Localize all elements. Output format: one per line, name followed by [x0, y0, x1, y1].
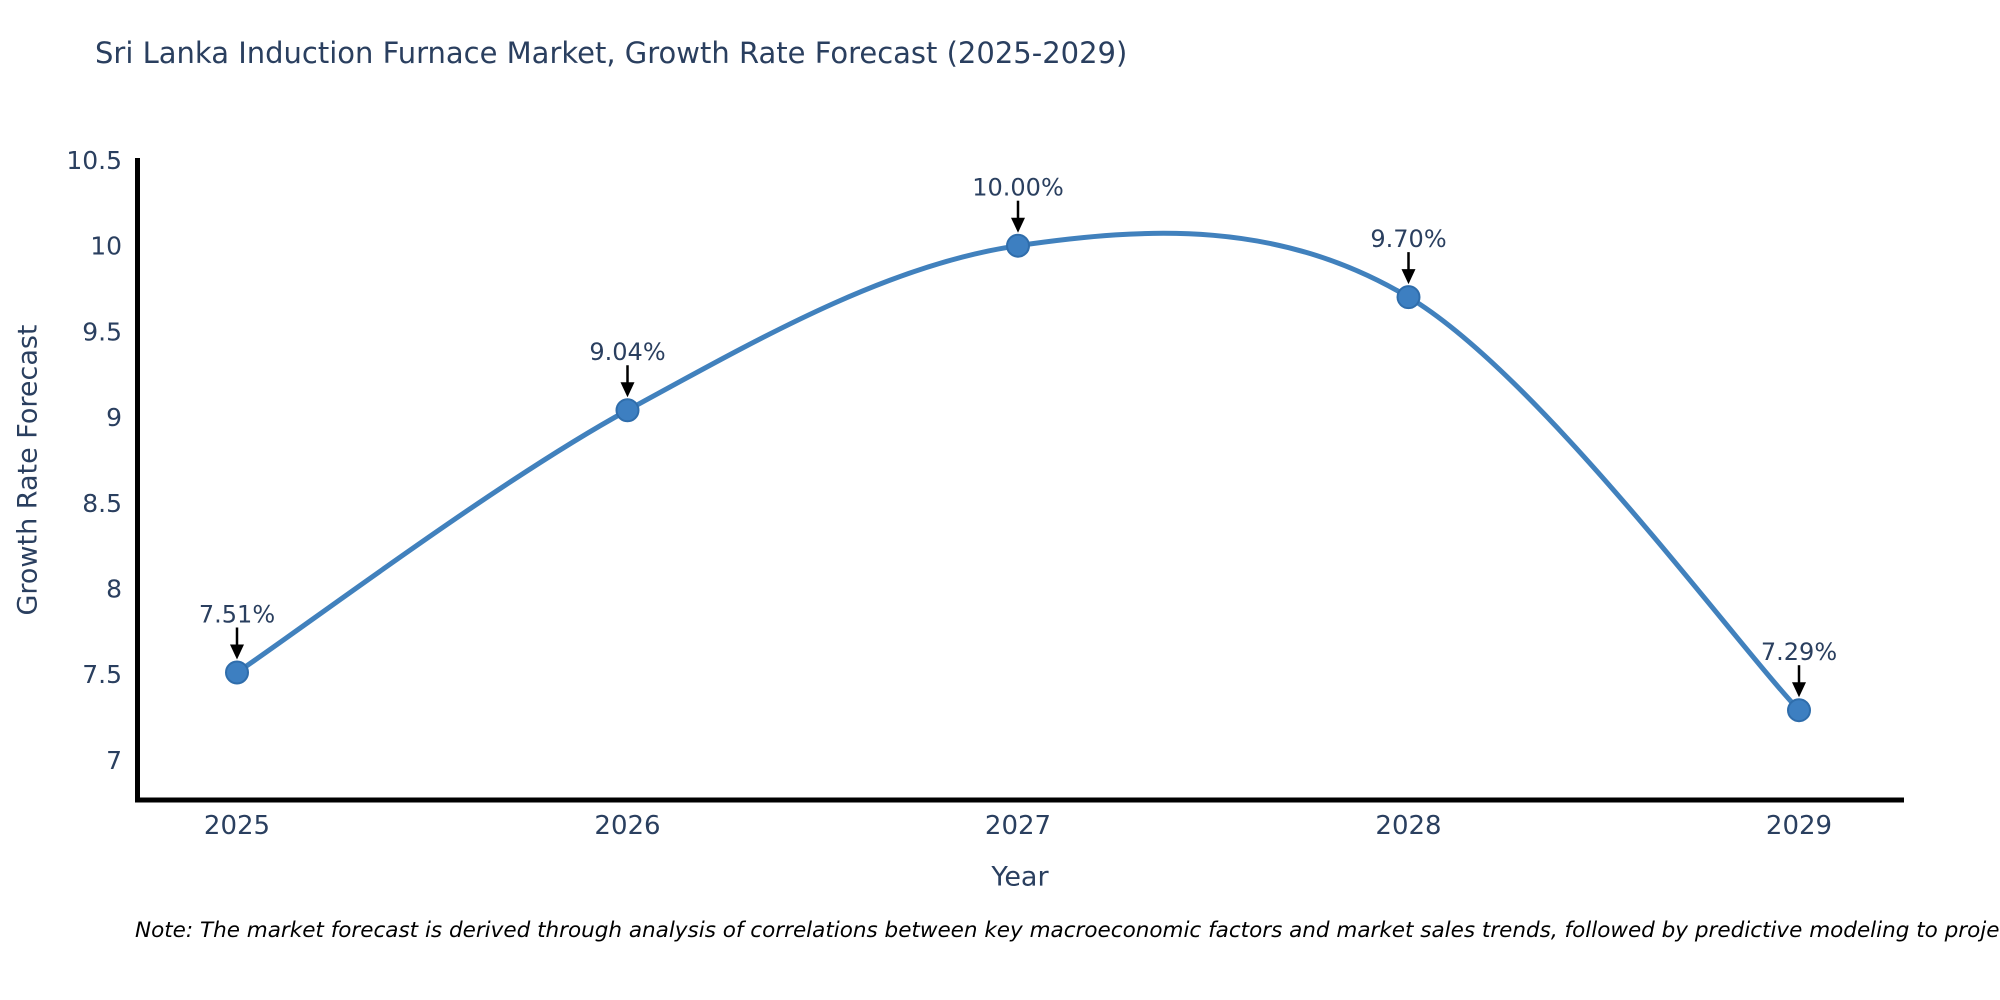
- y-tick-label: 10: [90, 232, 122, 261]
- y-tick-label: 8: [106, 575, 122, 604]
- annotation-arrowhead: [1401, 269, 1416, 285]
- annotation-label: 7.51%: [199, 600, 275, 628]
- data-point-2027: [1006, 233, 1030, 258]
- y-tick-label: 8.5: [82, 489, 122, 518]
- x-tick-label: 2029: [1766, 811, 1832, 841]
- y-tick-label: 7: [106, 746, 122, 775]
- annotation-arrowhead: [1011, 217, 1025, 233]
- x-tick-label: 2028: [1375, 811, 1441, 841]
- y-tick-label: 7.5: [82, 660, 122, 689]
- chart-title: Sri Lanka Induction Furnace Market, Grow…: [95, 36, 1128, 70]
- x-axis-title: Year: [991, 861, 1049, 893]
- y-tick-label: 9: [106, 403, 122, 432]
- annotation-label: 9.70%: [1370, 225, 1446, 253]
- annotation-arrowhead: [230, 644, 244, 660]
- x-tick-label: 2025: [204, 811, 270, 841]
- data-point-2026: [615, 398, 640, 423]
- footnote: Note: The market forecast is derived thr…: [135, 918, 2000, 943]
- y-tick-label: 9.5: [82, 317, 122, 346]
- y-axis-title: Growth Rate Forecast: [12, 324, 44, 616]
- annotation-arrowhead: [620, 382, 635, 398]
- annotation-label: 7.29%: [1761, 638, 1837, 666]
- annotation-arrowhead: [1792, 682, 1806, 698]
- x-tick-label: 2026: [594, 811, 660, 841]
- data-point-2029: [1787, 698, 1811, 723]
- annotation-label: 10.00%: [972, 174, 1064, 202]
- y-tick-label: 10.5: [66, 146, 122, 175]
- annotation-label: 9.04%: [589, 338, 665, 366]
- x-tick-label: 2027: [985, 811, 1051, 841]
- data-point-2025: [225, 660, 249, 685]
- forecast-line: [234, 230, 1802, 713]
- data-point-2028: [1396, 285, 1421, 310]
